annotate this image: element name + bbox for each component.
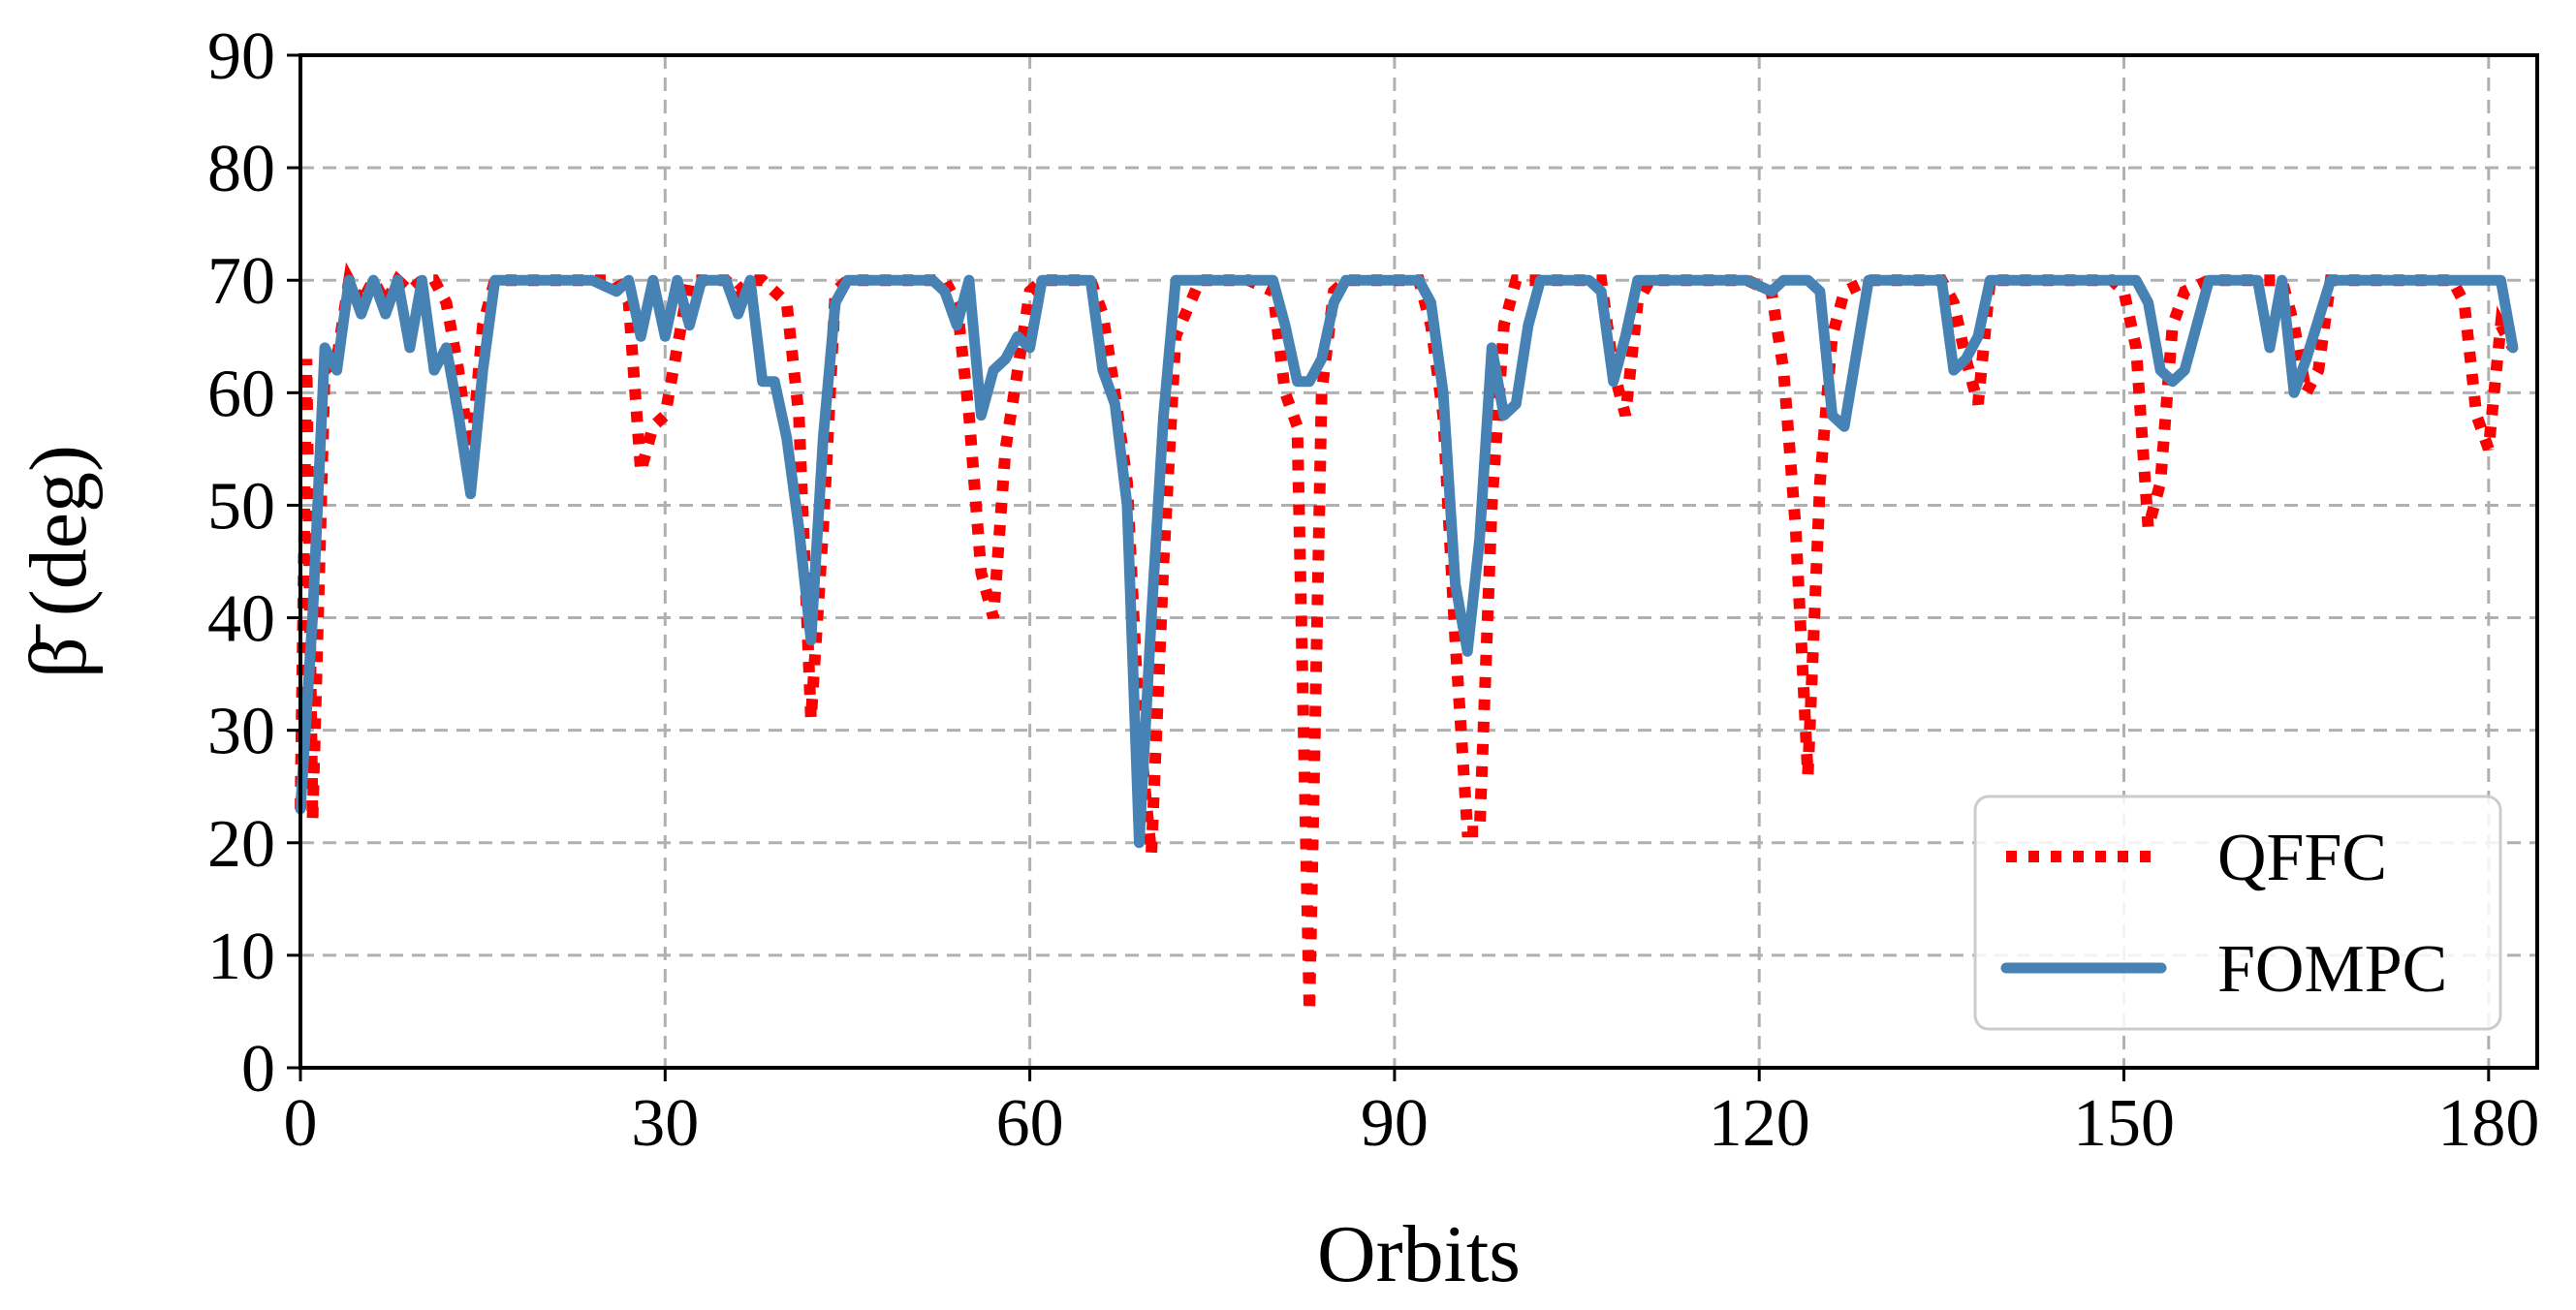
legend-label-fompc: FOMPC xyxy=(2217,932,2447,1007)
y-tick-label: 50 xyxy=(207,469,275,544)
y-tick-label: 80 xyxy=(207,132,275,206)
x-tick-label: 0 xyxy=(284,1086,318,1161)
x-axis-title: Orbits xyxy=(1317,1209,1521,1299)
series-layer xyxy=(295,262,2519,1013)
x-tick-label: 150 xyxy=(2073,1086,2175,1161)
legend: QFFC FOMPC xyxy=(1973,795,2502,1031)
y-tick-label: 20 xyxy=(207,807,275,882)
plot-frame xyxy=(298,53,2539,1070)
y-tick-label: 70 xyxy=(207,244,275,319)
legend-label-qffc: QFFC xyxy=(2217,821,2387,895)
y-tick-label: 0 xyxy=(241,1032,275,1107)
x-tick-label: 60 xyxy=(996,1086,1064,1161)
y-tick-label: 40 xyxy=(207,582,275,657)
axis-ticks: 0 30 60 90 120 150 180 0 10 20 30 40 50 60 70 80 90 xyxy=(207,19,2539,1161)
x-tick-label: 30 xyxy=(631,1086,699,1161)
x-tick-label: 90 xyxy=(1361,1086,1429,1161)
x-tick-label: 120 xyxy=(1709,1086,1810,1161)
y-tick-label: 90 xyxy=(207,19,275,94)
y-tick-label: 10 xyxy=(207,920,275,994)
y-axis-title: β̄ (deg) xyxy=(14,445,104,678)
series-line-fompc xyxy=(295,274,2519,849)
y-tick-label: 30 xyxy=(207,695,275,769)
y-tick-label: 60 xyxy=(207,357,275,431)
x-tick-label: 180 xyxy=(2437,1086,2539,1161)
